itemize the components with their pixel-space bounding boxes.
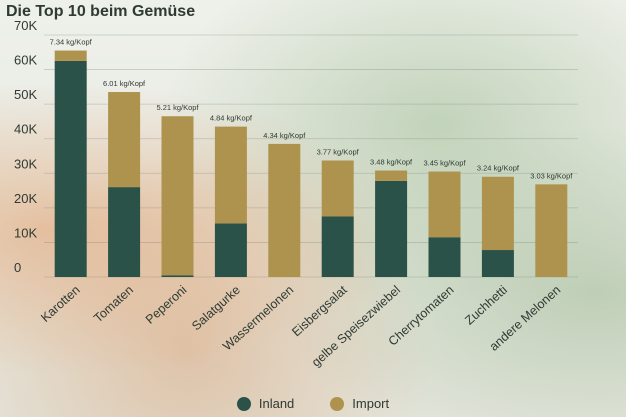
legend-item-import: Import <box>330 396 389 411</box>
bar-import <box>428 171 461 238</box>
y-tick-label: 60K <box>14 53 37 68</box>
x-tick-label: Zuchhetti <box>462 283 510 328</box>
legend-label-inland: Inland <box>258 396 295 411</box>
bar-import <box>161 116 194 276</box>
bar-import <box>54 50 87 61</box>
bar-value-label: 5.21 kg/Kopf <box>156 103 199 112</box>
bar-import <box>481 176 514 251</box>
bar-import <box>535 184 568 277</box>
bar-inland <box>481 250 514 277</box>
bar-inland <box>54 60 87 277</box>
x-tick-label: gelbe Speisezwiebel <box>309 283 403 370</box>
bar-value-label: 3.45 kg/Kopf <box>423 159 466 168</box>
legend: Inland Import <box>0 396 626 411</box>
bar-inland <box>321 216 354 277</box>
bar-value-label: 3.24 kg/Kopf <box>477 164 520 173</box>
bar-value-label: 3.03 kg/Kopf <box>530 171 573 180</box>
bar-value-label: 3.77 kg/Kopf <box>317 147 360 156</box>
y-tick-label: 40K <box>14 122 37 137</box>
bar-value-label: 3.48 kg/Kopf <box>370 158 413 167</box>
bar-inland <box>375 180 408 277</box>
bar-import <box>108 92 141 188</box>
bar-import <box>375 170 408 181</box>
x-tick-label: Tomaten <box>91 283 136 326</box>
y-tick-label: 30K <box>14 156 37 171</box>
bar-value-label: 7.34 kg/Kopf <box>50 38 93 47</box>
legend-item-inland: Inland <box>236 396 295 411</box>
y-tick-label: 70K <box>14 18 37 33</box>
bar-import <box>268 143 301 277</box>
legend-swatch-inland <box>236 396 251 411</box>
x-tick-label: Peperoni <box>143 283 190 327</box>
bar-inland <box>108 187 141 277</box>
y-tick-label: 20K <box>14 191 37 206</box>
y-tick-label: 50K <box>14 87 37 102</box>
bar-value-label: 6.01 kg/Kopf <box>103 79 146 88</box>
bar-import <box>321 160 354 217</box>
x-tick-label: Salatgurke <box>189 283 243 333</box>
bar-inland <box>428 237 461 277</box>
chart-title: Die Top 10 beim Gemüse <box>6 3 196 20</box>
y-tick-label: 10K <box>14 225 37 240</box>
bar-value-label: 4.34 kg/Kopf <box>263 131 306 140</box>
bar-inland <box>214 223 247 277</box>
x-tick-label: Karotten <box>38 283 83 325</box>
legend-label-import: Import <box>352 396 390 411</box>
bar-value-label: 4.84 kg/Kopf <box>210 114 253 123</box>
bar-import <box>214 126 247 224</box>
y-tick-label: 0 <box>14 260 21 275</box>
bar-inland <box>161 275 194 277</box>
legend-swatch-import <box>330 396 345 411</box>
